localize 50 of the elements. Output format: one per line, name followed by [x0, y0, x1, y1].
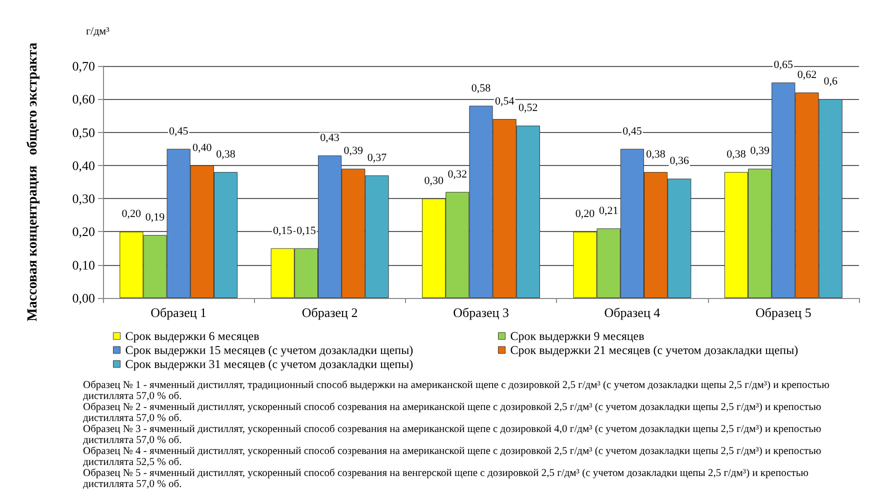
- legend-label: Срок выдержки 15 месяцев (с учетом дозакладки щепы): [125, 343, 414, 357]
- x-tick-label: Образец 5: [755, 305, 812, 320]
- data-label: 0,37: [367, 152, 388, 164]
- y-tick-label: 0,30: [72, 191, 95, 206]
- data-label: 0,6: [824, 76, 838, 88]
- data-label: 0,39: [344, 145, 364, 158]
- data-label: 0,21: [598, 204, 618, 217]
- x-tick-label: Образец 3: [453, 305, 509, 320]
- data-label: 0,45: [168, 125, 189, 138]
- y-tick-label: 0,50: [72, 124, 95, 140]
- text: Образец № 5 - ячменный дистиллят, ускоренный способ созревания на венгерской щепе с дозировкой 2,5 г/дм³ (с учетом дозакладки щепы 2,5 г/дм³) и крепостью дистиллята 57,0 % об.: [83, 468, 810, 490]
- data-label: 0,62: [797, 69, 817, 82]
- text: Образец № 1 - ячменный дистиллят, традиционный способ выдержки на американской щепе с дозировкой 2,5 г/дм³ (с учетом дозакладки щепы 2,5 г/дм³) и крепостью дистиллята 57,0 % об.: [83, 380, 830, 402]
- legend-label: Срок выдержки 6 месяцев: [125, 329, 260, 343]
- text: Образец № 3 - ячменный дистиллят, ускоренный способ созревания на американской щепе с дозировкой 4,0 г/дм³ (с учетом дозакладки щепы 2,5 г/дм³) и крепостью дистиллята 57,0 % об.: [83, 424, 822, 446]
- data-label: 0,19: [145, 212, 166, 224]
- y-axis-title: Массовая концентрация общего экстракта: [26, 42, 40, 322]
- data-label: 0,45: [622, 125, 642, 138]
- data-label: 0,58: [471, 82, 492, 94]
- data-label: 0,38: [646, 148, 666, 161]
- data-label: 0,43: [320, 132, 340, 144]
- legend-label: Срок выдержки 21 месяцев (с учетом дозакладки щепы): [510, 343, 798, 357]
- data-label: 0,15: [273, 224, 293, 237]
- data-label: 0,15: [296, 224, 316, 237]
- y-tick-label: 0,40: [72, 158, 95, 173]
- data-label: 0,54: [494, 96, 515, 108]
- y-tick-label: 0,20: [72, 224, 95, 240]
- legend-label: Срок выдержки 31 месяцев (с учетом дозакладки щепы): [125, 357, 414, 371]
- text: Образец № 4 - ячменный дистиллят, ускоренный способ созревания на американской щепе с дозировкой 2,5 г/дм³ (с учетом дозакладки щепы 2,5 г/дм³) и крепостью дистиллята 52,5 % об.: [83, 446, 822, 468]
- y-tick-label: 0,10: [72, 257, 95, 272]
- x-tick-label: Образец 1: [150, 305, 207, 320]
- data-label: 0,38: [216, 148, 236, 161]
- data-label: 0,38: [726, 148, 746, 161]
- data-label: 0,39: [750, 145, 770, 158]
- x-tick-label: Образец 2: [302, 305, 358, 320]
- x-tick-label: Образец 4: [604, 305, 661, 320]
- data-label: 0,40: [192, 142, 212, 154]
- data-label: 0,20: [122, 208, 142, 220]
- text: г/дм³: [86, 26, 110, 38]
- data-label: 0,20: [575, 208, 596, 220]
- y-tick-label: 0,00: [72, 290, 95, 306]
- data-label: 0,52: [518, 102, 538, 114]
- data-label: 0,65: [774, 59, 794, 72]
- text: Образец № 2 - ячменный дистиллят, ускоренный способ созревания на американской щепе с дозировкой 2,5 г/дм³ (с учетом дозакладки щепы 2,5 г/дм³) и крепостью дистиллята 57,0 % об.: [83, 402, 822, 424]
- y-tick-label: 0,60: [72, 92, 95, 107]
- data-label: 0,32: [448, 168, 468, 180]
- data-label: 0,30: [424, 175, 444, 188]
- y-tick-label: 0,70: [72, 58, 95, 74]
- data-label: 0,36: [670, 155, 690, 168]
- legend-label: Срок выдержки 9 месяцев: [510, 329, 645, 343]
